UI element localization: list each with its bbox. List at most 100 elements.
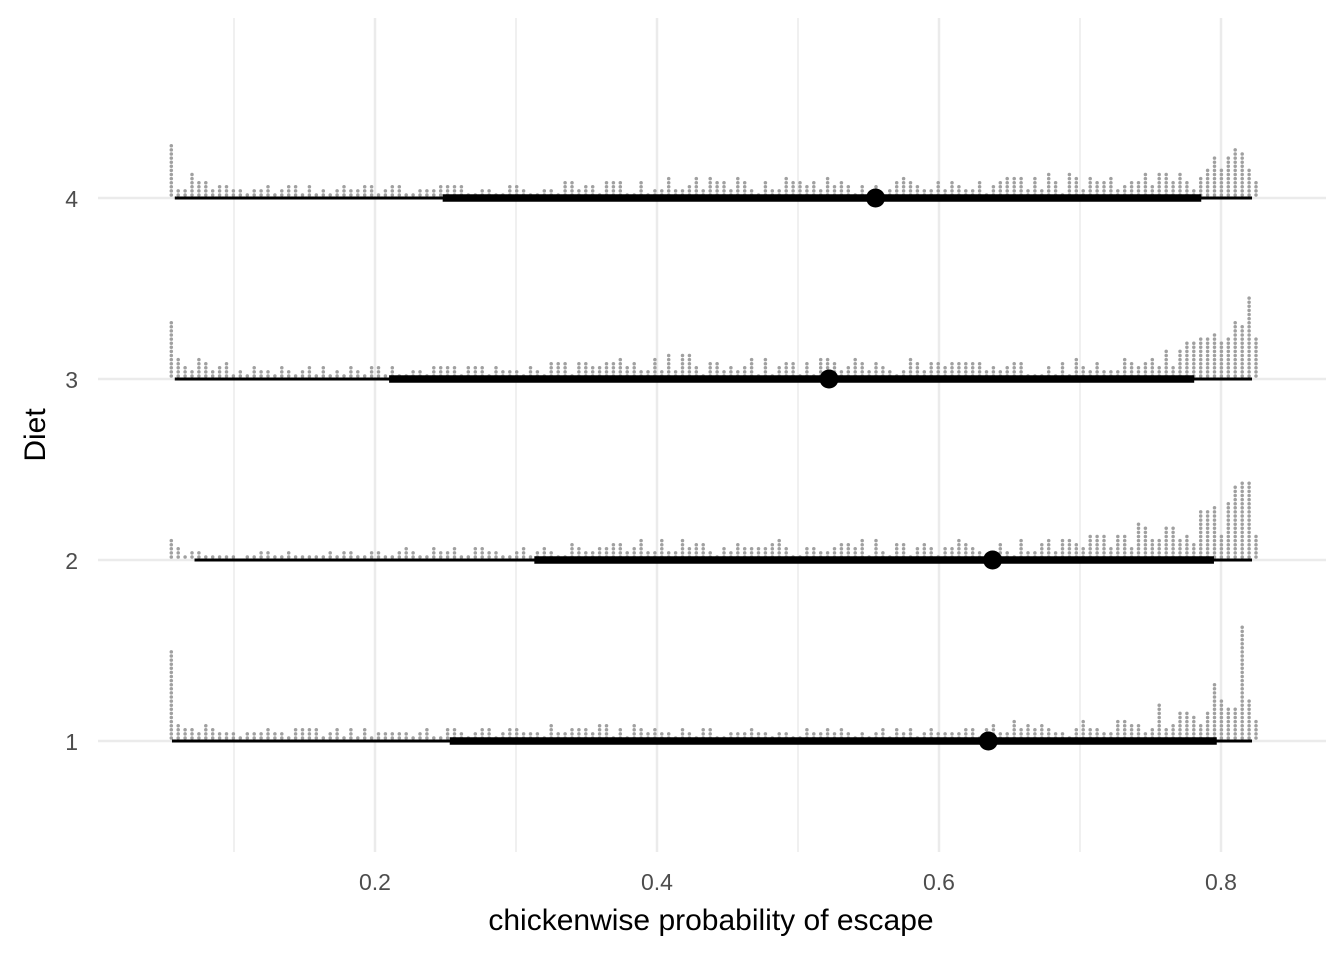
- dot: [210, 193, 215, 197]
- dot: [1129, 547, 1134, 551]
- dot: [342, 555, 346, 559]
- dot: [1212, 172, 1217, 177]
- dot: [286, 189, 291, 193]
- dot: [632, 732, 636, 736]
- dot: [1212, 691, 1217, 695]
- dot: [1192, 551, 1196, 555]
- dot: [1212, 699, 1217, 703]
- dot: [1198, 547, 1203, 551]
- dot: [169, 349, 174, 354]
- dot: [860, 189, 864, 193]
- dot: [438, 551, 443, 555]
- dot: [1226, 555, 1231, 559]
- dot: [307, 374, 312, 378]
- dot: [1247, 345, 1251, 350]
- dot: [1198, 732, 1203, 736]
- dot: [998, 189, 1003, 193]
- dot: [611, 361, 616, 366]
- dot: [1019, 547, 1023, 551]
- dot: [1226, 156, 1231, 160]
- dot: [597, 547, 602, 551]
- dot: [1136, 180, 1141, 185]
- dot: [300, 736, 305, 740]
- dot: [908, 370, 913, 374]
- dot: [307, 370, 312, 374]
- dot: [432, 366, 436, 370]
- dot: [1240, 715, 1244, 720]
- dot: [825, 551, 830, 555]
- dot: [556, 370, 560, 374]
- dot: [584, 366, 588, 370]
- dot: [190, 551, 194, 555]
- dot: [1240, 164, 1244, 169]
- dot: [307, 189, 312, 193]
- dot: [1226, 522, 1231, 526]
- dot: [169, 180, 174, 185]
- dot: [590, 370, 595, 374]
- dot: [1178, 370, 1182, 374]
- dot: [1198, 180, 1203, 185]
- dot: [860, 185, 864, 189]
- dot: [1198, 185, 1203, 189]
- dot: [1247, 526, 1251, 531]
- dot: [1240, 542, 1244, 547]
- dot: [231, 732, 236, 736]
- dot: [1102, 538, 1106, 543]
- dot: [432, 189, 436, 193]
- dot: [1247, 320, 1251, 325]
- dot: [1171, 551, 1175, 555]
- dot: [1040, 723, 1044, 728]
- dot: [563, 361, 567, 366]
- dot: [1116, 534, 1120, 539]
- dot: [1033, 551, 1037, 555]
- dot: [1143, 366, 1148, 370]
- dot: [749, 551, 754, 555]
- dot: [169, 719, 174, 724]
- dot: [680, 538, 685, 543]
- dot: [874, 370, 878, 374]
- dot: [438, 555, 443, 559]
- dot: [1122, 370, 1127, 374]
- dot: [169, 711, 174, 716]
- dot: [1205, 185, 1210, 189]
- dot: [376, 551, 381, 555]
- dot: [1233, 522, 1237, 526]
- dot: [1247, 530, 1251, 535]
- dot: [1212, 522, 1217, 526]
- dot: [286, 555, 291, 559]
- dot: [563, 370, 567, 374]
- dot: [777, 551, 781, 555]
- dot: [853, 366, 857, 370]
- dot: [535, 370, 540, 374]
- dot: [977, 370, 982, 374]
- dot: [397, 551, 402, 555]
- dot: [1198, 522, 1203, 526]
- dot: [1150, 370, 1155, 374]
- dot: [328, 732, 332, 736]
- dot: [1205, 361, 1210, 366]
- dot: [1240, 551, 1244, 555]
- dot: [169, 329, 174, 333]
- dot: [1233, 497, 1237, 502]
- dot: [984, 728, 989, 732]
- dot: [1212, 349, 1217, 354]
- dot: [680, 542, 685, 547]
- dot: [618, 547, 623, 551]
- dot: [369, 185, 374, 189]
- dot: [1026, 723, 1030, 728]
- dot: [639, 728, 643, 732]
- dot: [169, 325, 174, 329]
- dot: [908, 728, 913, 732]
- dot: [542, 547, 547, 551]
- dot: [1254, 547, 1258, 551]
- dot: [369, 370, 374, 374]
- dot: [1226, 736, 1231, 740]
- dot: [1164, 551, 1168, 555]
- dot: [521, 732, 526, 736]
- dot: [1247, 189, 1251, 193]
- dot: [1164, 357, 1168, 362]
- dot: [812, 551, 816, 555]
- dot: [991, 366, 996, 370]
- dot: [1205, 180, 1210, 185]
- dot: [632, 723, 636, 728]
